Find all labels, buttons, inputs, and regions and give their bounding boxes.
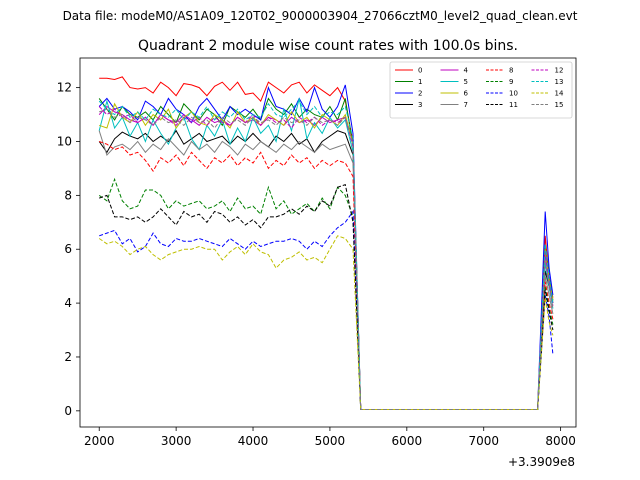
legend-label-6: 6 xyxy=(464,90,469,98)
axes-frame xyxy=(79,57,577,428)
x-tick-label: 8000 xyxy=(545,434,576,448)
x-tick-label: 6000 xyxy=(392,434,423,448)
y-tick-label: 6 xyxy=(64,242,72,256)
series-line-3 xyxy=(98,129,554,410)
x-axis-offset-label: +3.3909e8 xyxy=(508,455,575,469)
series-line-5 xyxy=(98,98,554,410)
x-tick-label: 5000 xyxy=(315,434,346,448)
series-line-10 xyxy=(99,210,554,410)
legend-frame xyxy=(389,61,573,119)
legend-label-14: 14 xyxy=(555,90,564,98)
y-tick-label: 0 xyxy=(64,404,72,418)
legend-label-0: 0 xyxy=(418,67,422,75)
x-tick-label: 4000 xyxy=(238,434,269,448)
legend-label-10: 10 xyxy=(509,90,518,98)
legend-label-13: 13 xyxy=(555,78,564,86)
legend-label-15: 15 xyxy=(555,101,564,109)
series-line-14 xyxy=(98,235,554,410)
series-line-8 xyxy=(99,141,554,410)
series-line-11 xyxy=(99,183,554,410)
y-tick-label: 8 xyxy=(64,188,72,202)
y-tick-label: 2 xyxy=(64,350,72,364)
legend-label-9: 9 xyxy=(509,78,513,86)
series-line-7 xyxy=(98,130,554,410)
series-line-15 xyxy=(99,108,554,410)
legend-label-7: 7 xyxy=(464,101,468,109)
x-tick-label: 7000 xyxy=(468,434,499,448)
y-tick-label: 10 xyxy=(57,134,72,148)
x-tick-label: 3000 xyxy=(161,434,192,448)
legend-label-11: 11 xyxy=(509,101,518,109)
chart-title: Quadrant 2 module wise count rates with … xyxy=(138,38,518,54)
series-line-2 xyxy=(98,84,554,410)
plot-lines xyxy=(98,76,554,410)
legend-label-3: 3 xyxy=(418,101,422,109)
legend-label-1: 1 xyxy=(418,78,422,86)
series-line-0 xyxy=(99,76,554,410)
legend-label-5: 5 xyxy=(464,78,468,86)
figure-suptitle: Data file: modeM0/AS1A09_120T02_90000039… xyxy=(63,9,578,23)
legend-label-2: 2 xyxy=(418,90,422,98)
legend-label-12: 12 xyxy=(555,67,564,75)
y-tick-label: 12 xyxy=(57,81,72,95)
x-tick-label: 2000 xyxy=(84,434,115,448)
legend-label-4: 4 xyxy=(464,67,469,75)
y-axis: 0 2 4 6 8 10 12 xyxy=(57,81,80,418)
series-line-13 xyxy=(98,100,554,410)
y-tick-label: 4 xyxy=(64,296,72,310)
x-axis: 2000 3000 4000 5000 6000 7000 8000 xyxy=(84,427,576,448)
series-line-4 xyxy=(98,105,554,410)
series-line-9 xyxy=(98,177,554,410)
legend-label-8: 8 xyxy=(509,67,513,75)
series-line-1 xyxy=(98,97,554,410)
series-line-12 xyxy=(98,106,554,410)
